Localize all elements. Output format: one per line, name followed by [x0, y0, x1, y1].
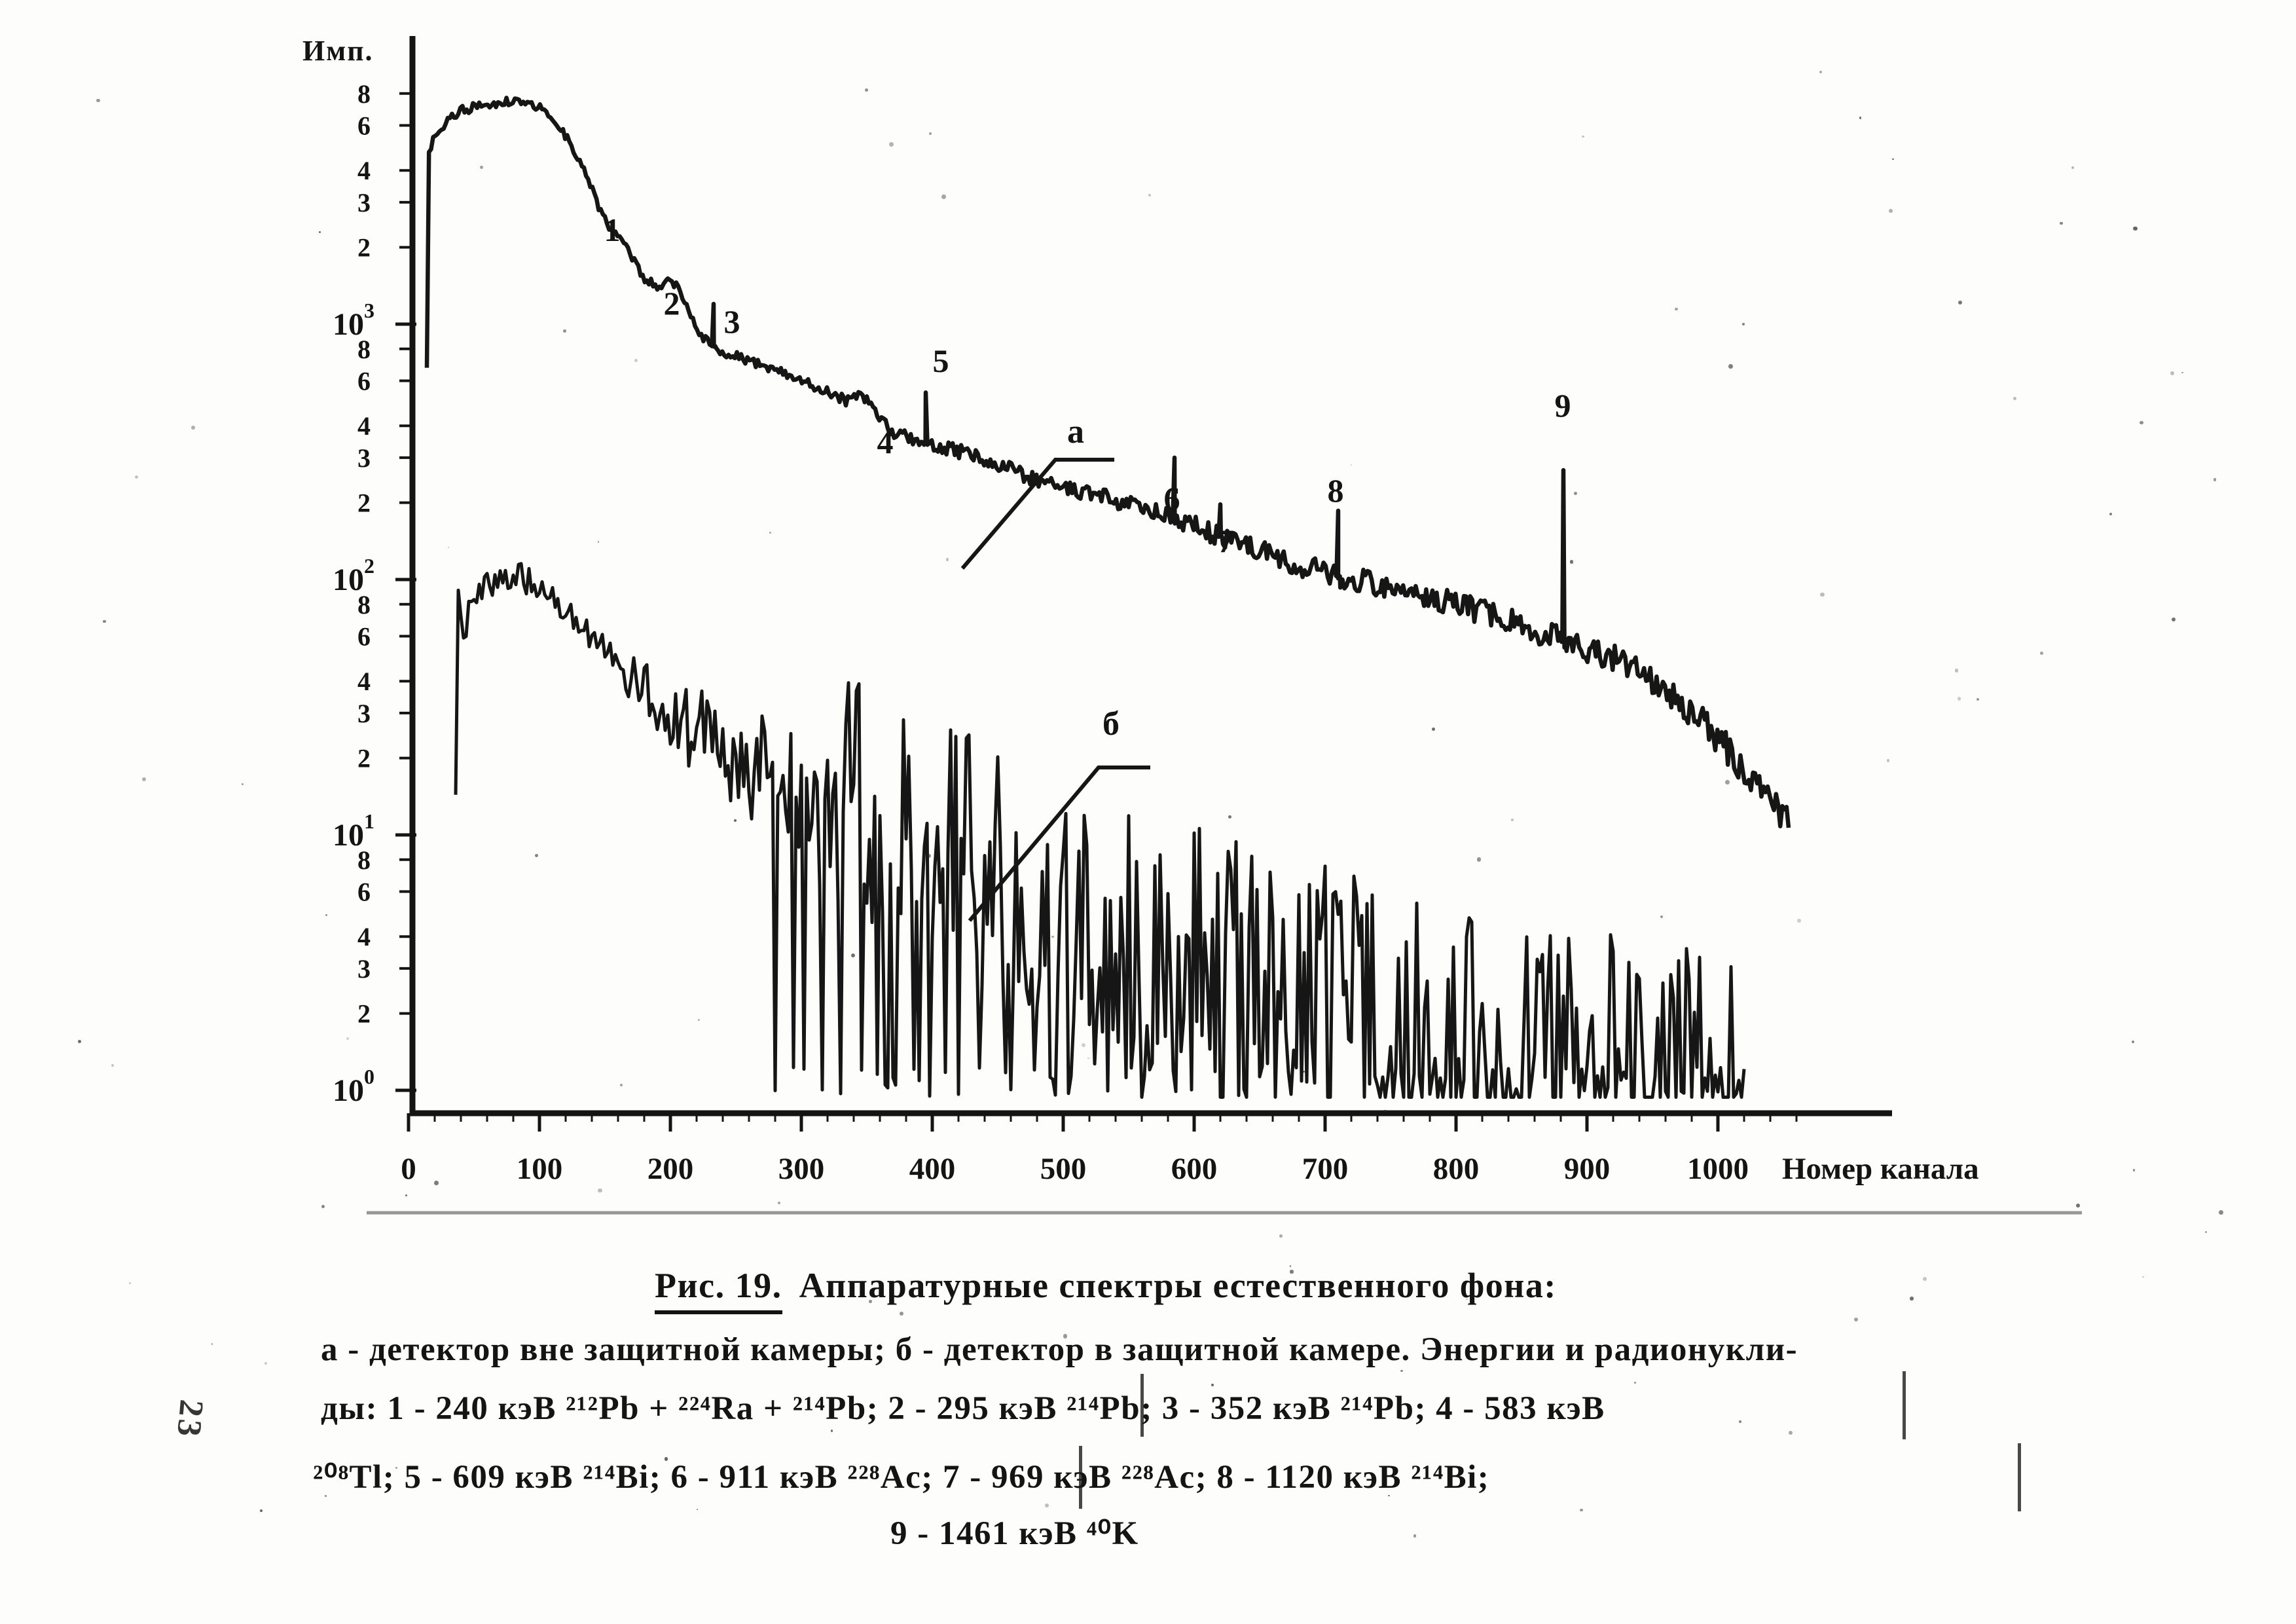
y-minor-tick-label: 4	[357, 922, 371, 951]
y-minor-tick-label: 3	[357, 443, 371, 473]
y-major-tick-label: 102	[333, 554, 374, 597]
y-minor-tick-label: 2	[357, 489, 371, 518]
x-axis-title: Номер канала	[1782, 1152, 1979, 1186]
y-minor-tick-label: 3	[357, 954, 371, 984]
x-tick-label: 500	[1040, 1152, 1087, 1186]
y-minor-tick-label: 8	[357, 335, 371, 364]
caption-line-3: ²⁰⁸Tl; 5 - 609 кэВ ²¹⁴Bi; 6 - 911 кэВ ²²…	[313, 1459, 1490, 1496]
y-minor-tick-label: 4	[357, 411, 371, 441]
curve-leader-a	[960, 458, 1114, 570]
pen-mark	[1079, 1446, 1082, 1509]
peak-label-4: 4	[877, 424, 894, 460]
y-minor-tick-label: 6	[357, 111, 371, 141]
caption-line-4: 9 - 1461 кэВ ⁴⁰K	[890, 1515, 1139, 1552]
curve-leader-b	[968, 766, 1150, 922]
y-minor-tick-label: 8	[357, 590, 371, 619]
caption-line-1: а - детектор вне защитной камеры; б - де…	[321, 1331, 1798, 1368]
axes-lines	[409, 36, 1892, 1116]
curve-label-a: а	[1067, 413, 1084, 451]
series-a-curve	[424, 96, 1791, 828]
x-tick-label: 1000	[1687, 1152, 1749, 1186]
y-minor-tick-label: 4	[357, 156, 371, 185]
y-minor-tick-label: 2	[357, 233, 371, 263]
peak-label-7: 7	[1218, 523, 1234, 559]
x-tick-label: 300	[778, 1152, 825, 1186]
y-major-tick-label: 101	[333, 809, 374, 853]
y-minor-tick-label: 8	[357, 845, 371, 875]
x-tick-label: 0	[401, 1152, 416, 1186]
peak-label-2: 2	[664, 285, 680, 322]
curve-label-b: б	[1102, 705, 1120, 743]
figure-title: Аппаратурные спектры естественного фона:	[799, 1266, 1557, 1305]
y-minor-tick-label: 2	[357, 744, 371, 773]
pen-mark	[2018, 1443, 2021, 1511]
y-minor-tick-label: 6	[357, 367, 371, 396]
peak-label-9: 9	[1555, 387, 1571, 424]
peak-label-6: 6	[1164, 480, 1180, 517]
peak-label-5: 5	[933, 342, 949, 379]
series-b-curve	[454, 562, 1746, 1099]
y-minor-tick-label: 3	[357, 188, 371, 217]
x-tick-label: 200	[647, 1152, 694, 1186]
y-minor-tick-label: 6	[357, 622, 371, 652]
y-minor-tick-label: 4	[357, 667, 371, 696]
pen-mark	[1903, 1371, 1906, 1439]
figure-caption-heading: Рис. 19. Аппаратурные спектры естественно…	[655, 1265, 1557, 1314]
y-minor-tick-label: 2	[357, 999, 371, 1029]
y-minor-tick-label: 6	[357, 877, 371, 907]
x-tick-label: 900	[1564, 1152, 1611, 1186]
y-minor-tick-label: 3	[357, 699, 371, 728]
x-tick-label: 600	[1171, 1152, 1218, 1186]
pen-mark	[1140, 1374, 1144, 1437]
peak-label-3: 3	[724, 303, 740, 340]
peak-label-8: 8	[1328, 472, 1344, 509]
x-tick-label: 100	[517, 1152, 563, 1186]
x-tick-label: 800	[1433, 1152, 1480, 1186]
caption-line-2: ды: 1 - 240 кэВ ²¹²Pb + ²²⁴Ra + ²¹⁴Pb; 2…	[321, 1390, 1605, 1427]
x-tick-label: 400	[909, 1152, 956, 1186]
y-major-tick-label: 103	[333, 299, 374, 342]
y-minor-tick-label: 8	[357, 79, 371, 109]
y-major-tick-label: 100	[333, 1065, 374, 1108]
peak-label-1: 1	[604, 212, 621, 248]
figure-number-label: Рис. 19.	[655, 1266, 782, 1314]
y-axis-unit-label: Имп.	[302, 35, 374, 67]
x-tick-label: 700	[1302, 1152, 1349, 1186]
page-margin-number: 23	[169, 1397, 211, 1441]
